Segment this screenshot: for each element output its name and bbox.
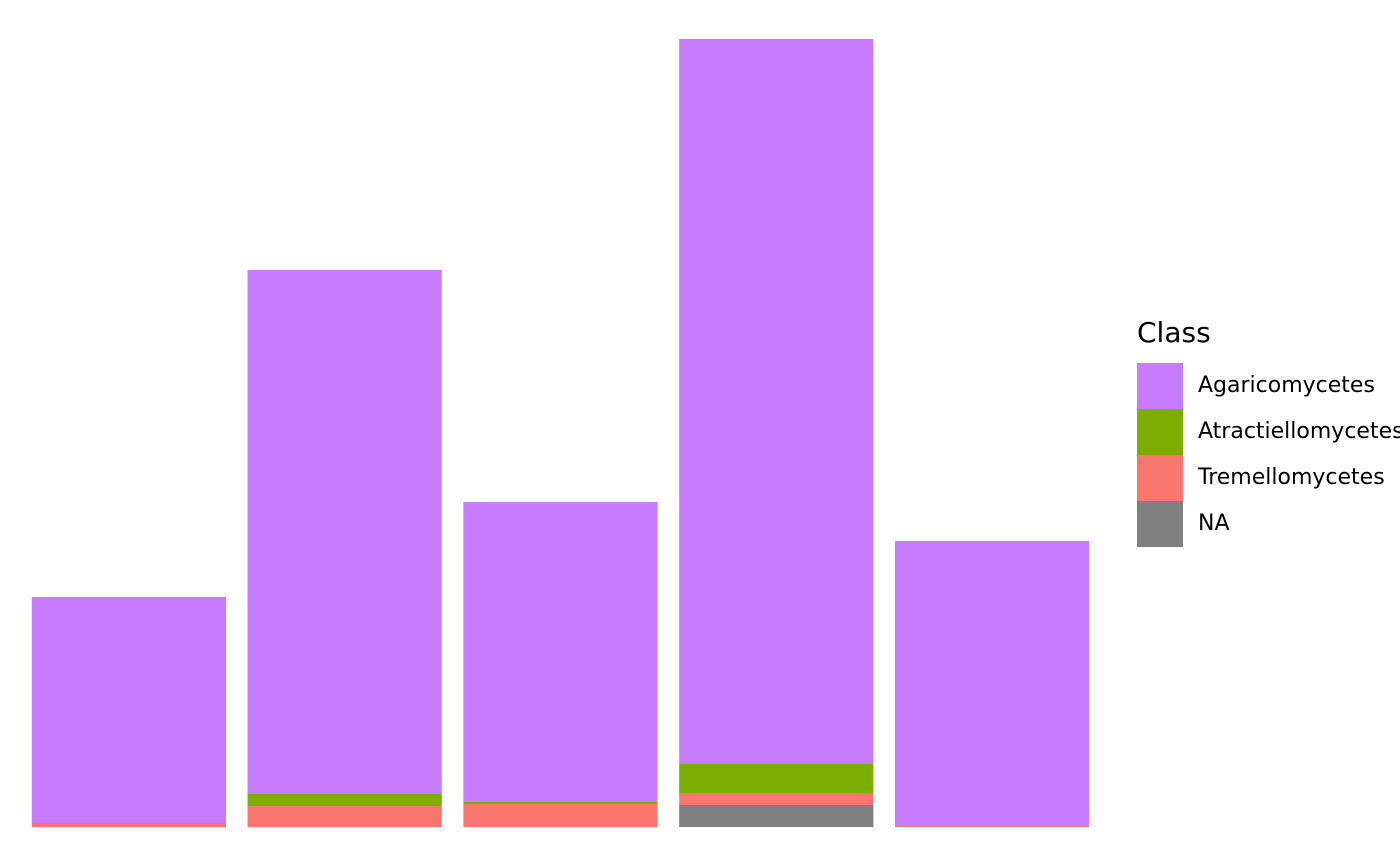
legend-label: Agaricomycetes — [1198, 373, 1375, 398]
bar-segment — [894, 541, 1090, 826]
legend-key — [1137, 455, 1183, 501]
bar-segment — [31, 823, 227, 827]
bar-segment — [247, 794, 442, 806]
bar-segment — [894, 826, 1090, 827]
bar-segment — [679, 805, 874, 827]
legend-label: Atractiellomycetes — [1198, 419, 1400, 444]
bar-segment — [463, 502, 658, 802]
legend-key — [1137, 501, 1183, 547]
bar-segment — [31, 597, 227, 823]
bar-segment — [679, 39, 874, 764]
legend-label: Tremellomycetes — [1197, 465, 1385, 490]
bar-segment — [463, 804, 658, 827]
legend-title: Class — [1137, 316, 1211, 349]
legend-label: NA — [1198, 511, 1230, 536]
bar-segment — [463, 802, 658, 804]
legend-key — [1137, 409, 1183, 455]
bar-segment — [247, 270, 442, 794]
legend-key — [1137, 363, 1183, 409]
bar-segment — [679, 764, 874, 793]
bar-segment — [247, 806, 442, 827]
bar-segment — [679, 793, 874, 805]
